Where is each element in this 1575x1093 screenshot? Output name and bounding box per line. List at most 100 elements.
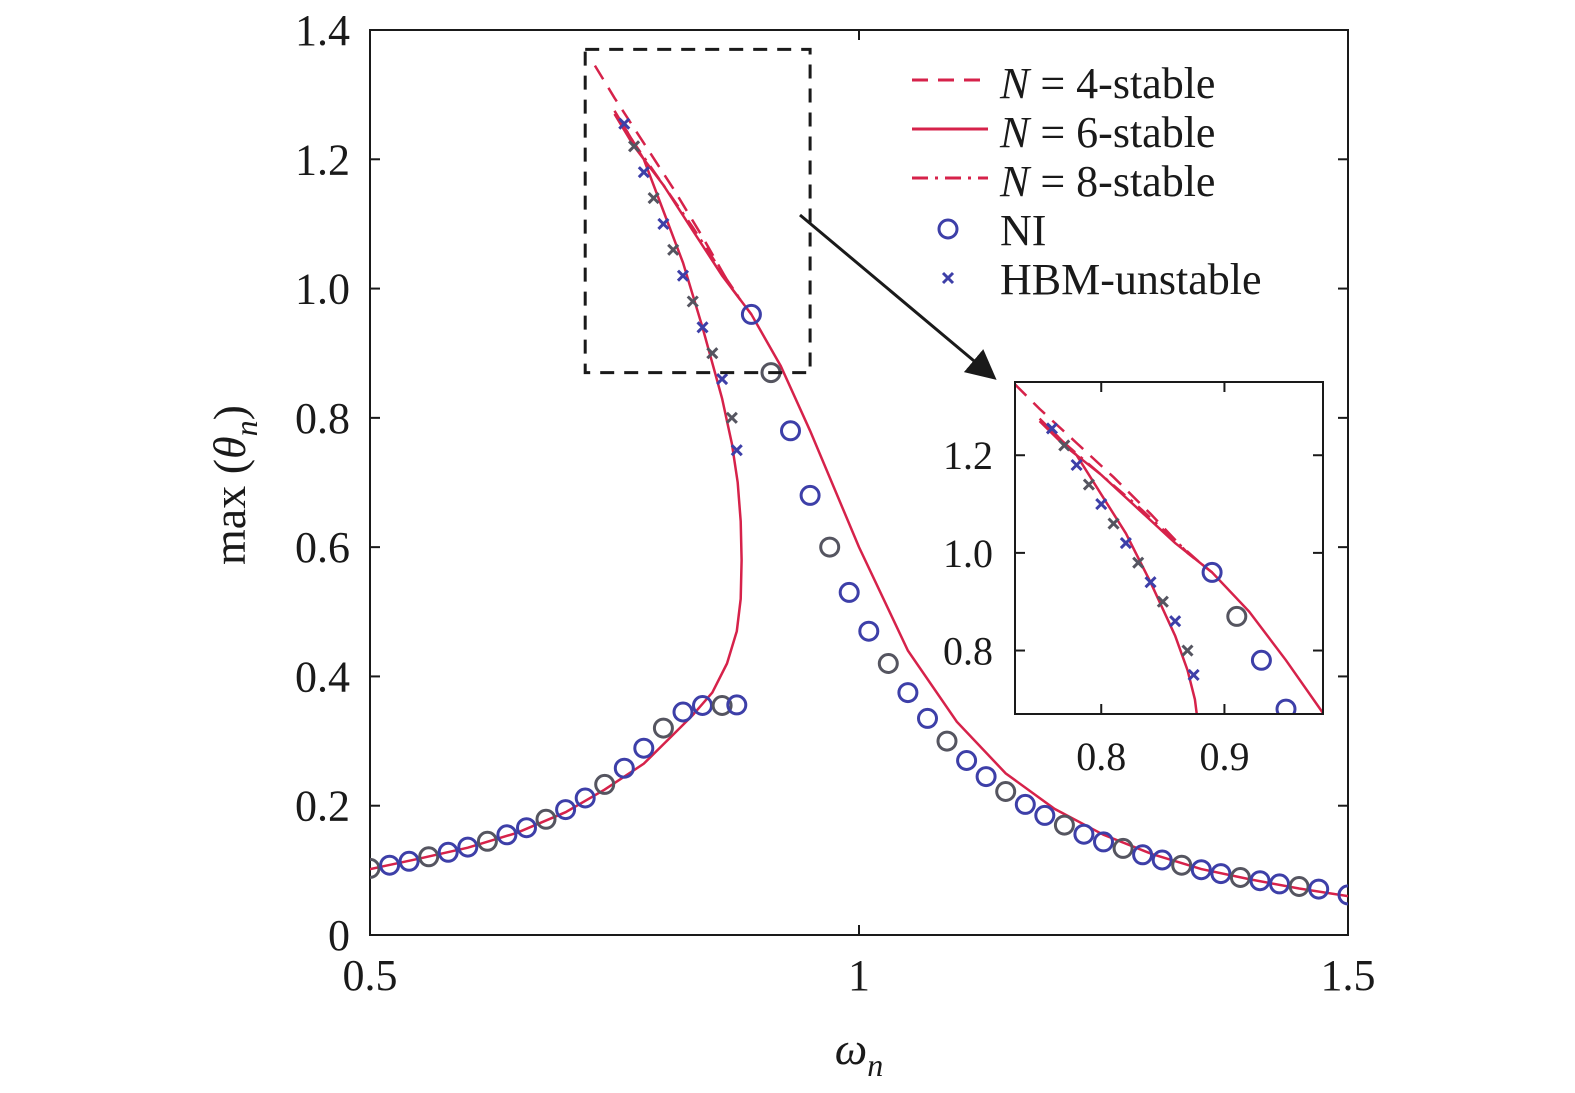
main-ni-point [711, 695, 733, 716]
inset-ni-point [1548, 934, 1566, 952]
inset-ni-point [1474, 900, 1492, 918]
inset-ni-point [1400, 849, 1418, 867]
inset-ni-point [1068, 891, 1086, 909]
main-series-layer [370, 64, 1348, 906]
inset-x-tick-label: 0.8 [1076, 734, 1126, 779]
main-ni-point [370, 857, 381, 879]
main-hbm-point [686, 295, 699, 308]
main-ni-point [1132, 844, 1154, 866]
inset-ni-point [920, 951, 938, 969]
legend-label-text: NI [1000, 206, 1046, 255]
inset-y-tick-label: 0.8 [943, 629, 993, 674]
main-ni-point [574, 787, 596, 809]
main-ni-point [652, 717, 674, 739]
inset-ni-point [747, 979, 765, 997]
x-tick-label: 1.5 [1321, 951, 1376, 1000]
inset-frame [1014, 381, 1324, 715]
inset-ni-point [1275, 698, 1297, 714]
legend-entry: N = 6-stable [912, 108, 1215, 157]
inset-hbm-point [1169, 615, 1182, 628]
legend-entry: N = 8-stable [912, 157, 1215, 206]
legend-swatch-circle [937, 218, 959, 240]
inset-hbm-point [1070, 458, 1083, 472]
main-hbm-point [667, 243, 680, 256]
main-hbm-point [627, 140, 641, 153]
legend-label: NI [1000, 206, 1046, 255]
main-ni-point [1112, 837, 1134, 859]
main-hbm-point [716, 373, 729, 386]
inset-ni-point [723, 982, 741, 1000]
inset-ni-point [969, 937, 987, 955]
inset-hbm-point [1181, 644, 1194, 657]
main-ni-point [379, 854, 401, 876]
y-tick-label: 1.2 [295, 135, 350, 184]
inset-ni-point [797, 973, 815, 991]
legend-label-symbol: N [999, 108, 1032, 157]
inset-line-solid [1038, 420, 1323, 714]
inset-ni-point [1523, 924, 1541, 942]
x-tick-label: 1 [848, 951, 870, 1000]
main-ni-point [457, 836, 479, 858]
x-tick-label: 0.5 [343, 951, 398, 1000]
inset-ni-point [1092, 876, 1110, 894]
main-hbm-point [676, 269, 690, 282]
inset-background [1015, 382, 1323, 714]
inset-ni-point [821, 970, 839, 988]
legend-label-text: = 6-stable [1029, 108, 1215, 157]
main-ni-point [1249, 870, 1271, 892]
main-ni-point [1093, 831, 1114, 853]
legend-label: N = 4-stable [999, 59, 1215, 108]
inset-hbm-point [1119, 537, 1132, 550]
main-ni-point [740, 303, 762, 325]
main-ni-point [1210, 863, 1232, 885]
main-ni-point [613, 757, 635, 779]
legend-label-symbol: N [999, 157, 1032, 206]
inset-hbm-point [1082, 478, 1095, 491]
inset-ni-point [871, 961, 889, 979]
x-axis-label-symbol: ω [835, 1023, 867, 1074]
inset-y-tick-label: 1.0 [943, 531, 993, 576]
main-ni-point [917, 707, 938, 729]
main-ni-point [819, 536, 841, 558]
main-ni-point [692, 695, 713, 716]
inset-hbm-point [1187, 668, 1200, 682]
main-ni-point [594, 773, 616, 795]
inset-ni-point [1302, 739, 1320, 757]
inset-hbm-point [1058, 439, 1071, 452]
main-ni-point [1171, 854, 1193, 876]
y-axis-label-subscript: n [228, 420, 264, 436]
main-ni-point [672, 701, 694, 723]
inset-ni-point [1499, 913, 1517, 931]
main-ni-point [858, 620, 880, 642]
inset-hbm-point [1132, 556, 1145, 569]
main-hbm-point [730, 444, 743, 457]
main-ni-point [437, 841, 459, 863]
main-ni-point [476, 830, 498, 852]
y-tick-label: 1.0 [295, 265, 350, 314]
y-axis-label-prefix: max ( [204, 459, 255, 565]
main-ni-point [936, 730, 958, 752]
main-ni-point [418, 846, 440, 868]
inset-hbm-point [1107, 517, 1120, 530]
main-ni-point [1014, 793, 1036, 815]
legend-label: N = 8-stable [999, 157, 1215, 206]
main-line-solid [370, 113, 1348, 898]
inset-ni-point [1425, 869, 1443, 887]
legend-entry: N = 4-stable [912, 59, 1215, 108]
inset-ni-point [1326, 773, 1344, 791]
main-ni-point [1288, 876, 1310, 897]
x-axis-label-subscript: n [867, 1047, 883, 1083]
main-hbm-point [657, 217, 670, 230]
y-tick-label: 0.8 [295, 394, 350, 443]
inset-hbm-point [1095, 497, 1108, 511]
legend-entry: NI [937, 206, 1046, 255]
inset-ni-point [1226, 605, 1248, 627]
inset-ni-point [1201, 561, 1223, 583]
main-hbm-point [618, 117, 631, 130]
y-tick-label: 0.2 [295, 782, 350, 831]
y-tick-label: 0.4 [295, 652, 350, 701]
main-hbm-point [637, 166, 650, 179]
x-axis-label: ωn [835, 1023, 883, 1083]
main-ni-point [516, 817, 537, 839]
inset-ni-point [1117, 864, 1135, 882]
